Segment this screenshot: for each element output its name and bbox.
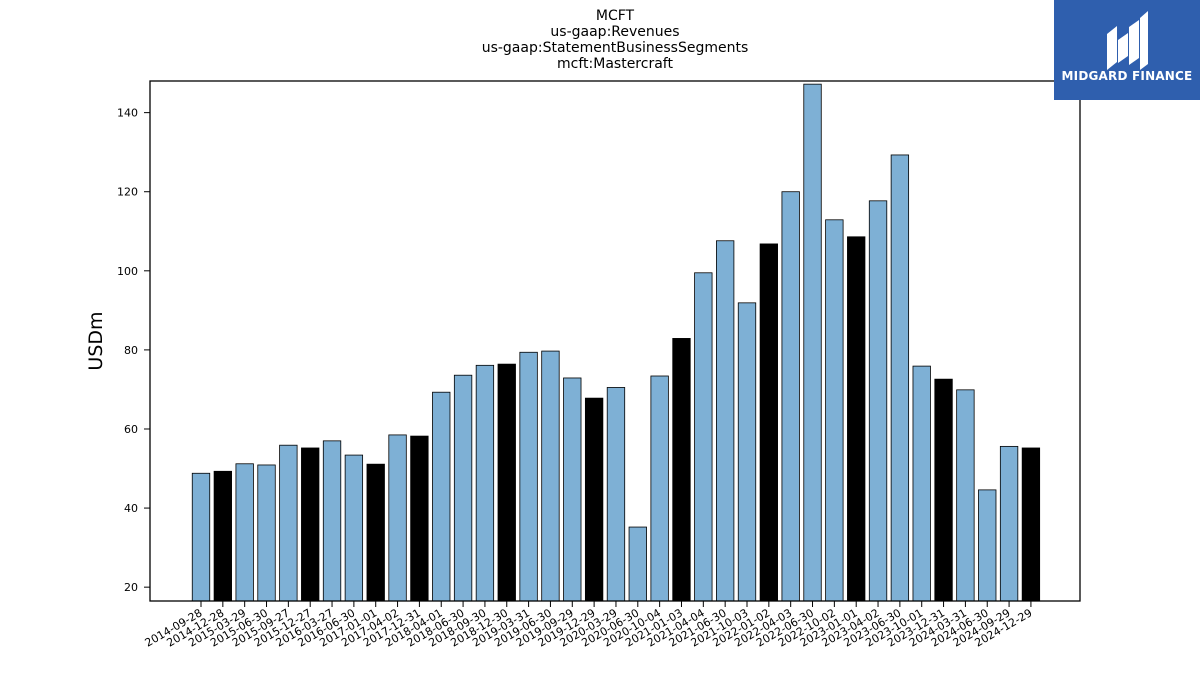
y-tick-label: 120: [117, 186, 138, 199]
chart-title-line-member: mcft:Mastercraft: [557, 56, 673, 72]
bar: [279, 444, 298, 602]
bar: [1021, 447, 1041, 602]
bar: [410, 435, 429, 602]
bar: [541, 350, 560, 602]
brand-logo: MIDGARD FINANCE: [1054, 0, 1200, 100]
plot-frame: [149, 80, 1081, 602]
bar: [388, 434, 407, 602]
bar: [519, 351, 538, 602]
bar: [825, 219, 844, 602]
bar: [301, 447, 320, 602]
bar: [934, 378, 953, 602]
bar: [366, 463, 385, 602]
bar: [453, 374, 473, 602]
bar: [737, 302, 757, 602]
logo-text: MIDGARD FINANCE: [1061, 69, 1193, 83]
chart-title-line-axis: us-gaap:StatementBusinessSegments: [481, 40, 749, 56]
bar: [584, 397, 604, 602]
y-tick-label: 60: [124, 423, 138, 436]
bar: [606, 387, 626, 602]
bar: [912, 365, 931, 602]
bar: [868, 200, 888, 602]
bar: [235, 463, 254, 602]
logo-mark-icon: [1107, 11, 1148, 70]
bar: [650, 375, 669, 602]
bar: [999, 445, 1019, 602]
bar: [628, 526, 647, 602]
y-tick-label: 40: [124, 502, 138, 515]
y-tick-label: 80: [124, 344, 138, 357]
bar: [694, 272, 713, 602]
bar: [847, 236, 866, 602]
y-tick-label: 140: [117, 107, 138, 120]
chart-title-line-ticker: MCFT: [595, 8, 635, 24]
bar: [432, 391, 451, 602]
bar: [563, 377, 582, 602]
bar: [191, 472, 211, 602]
bar: [257, 464, 276, 602]
bar: [497, 363, 516, 602]
bar: [759, 243, 778, 602]
bar: [716, 240, 735, 602]
chart-title-line-concept: us-gaap:Revenues: [550, 24, 680, 40]
bar: [672, 338, 691, 602]
y-tick-label: 20: [124, 581, 138, 594]
bar: [956, 389, 975, 602]
bar: [890, 154, 910, 602]
bar: [781, 191, 800, 602]
bar: [344, 454, 364, 602]
y-tick-label: 100: [117, 265, 138, 278]
bar: [475, 364, 495, 602]
bar: [213, 470, 232, 602]
y-axis-label: USDm: [85, 311, 107, 370]
bar: [322, 440, 342, 602]
bar: [803, 83, 822, 602]
bar: [978, 489, 997, 602]
